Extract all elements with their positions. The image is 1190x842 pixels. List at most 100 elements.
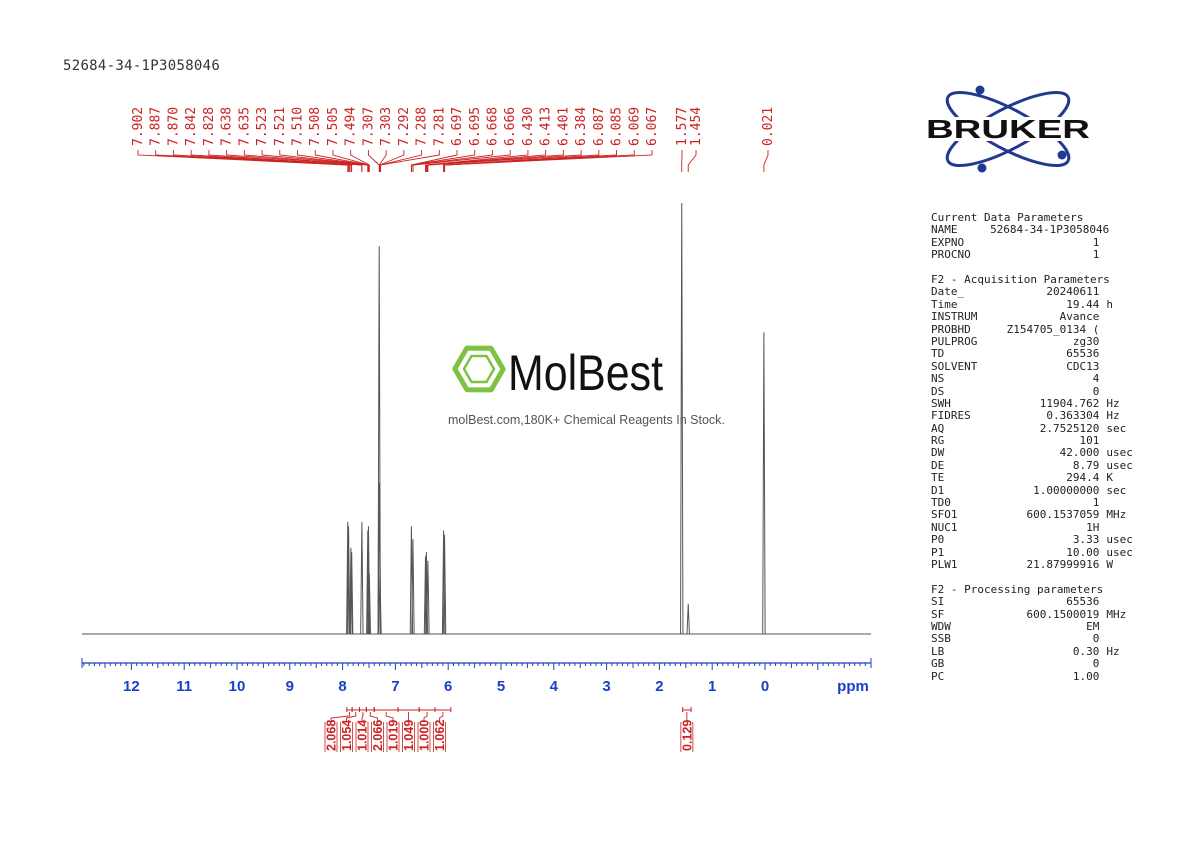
- parameter-value: 42.000: [1059, 446, 1100, 460]
- parameter-unit: [1099, 361, 1146, 373]
- parameter-value: 0: [1092, 657, 1100, 671]
- parameter-label: D1: [931, 483, 945, 497]
- integral-leader: [385, 712, 394, 722]
- watermark-tagline: molBest.com,180K+ Chemical Reagents In S…: [448, 413, 725, 427]
- peak-label: 7.521: [273, 107, 288, 146]
- parameter-label: P1: [931, 545, 945, 559]
- peak-label-leader: [243, 150, 363, 172]
- x-tick-label: 10: [229, 678, 246, 695]
- peak-label-leader: [190, 150, 352, 172]
- peak-label: 7.508: [308, 107, 323, 146]
- parameter-unit: [1099, 311, 1146, 323]
- parameter-label: SWH: [931, 396, 951, 410]
- integral-value: 1.000: [418, 720, 432, 751]
- integral-bracket: [397, 707, 420, 712]
- parameter-label: SI: [931, 595, 945, 609]
- integral-group: 2.068 1.054 1.014 2.066 1.019 1.049 1.000 1.062…: [325, 707, 694, 752]
- peak-label-leader: [425, 150, 547, 172]
- spectrum-peak: [349, 547, 353, 635]
- peak-label-leader: [367, 150, 380, 172]
- parameter-unit: usec: [1106, 533, 1133, 547]
- parameter-value: 4: [1092, 372, 1100, 386]
- parameter-section-title: Current Data Parameters: [931, 211, 1084, 224]
- x-tick-label: 9: [286, 678, 294, 695]
- parameter-row: INSTRUM Avance: [931, 310, 1146, 323]
- parameter-label: PC: [931, 669, 945, 683]
- acquisition-parameters-panel: Current Data Parameters NAME 52684-34-1P30…: [931, 211, 1146, 683]
- integral-value: 0.129: [680, 720, 694, 751]
- parameter-unit: MHz: [1106, 607, 1127, 621]
- peak-label: 7.902: [131, 107, 146, 146]
- parameter-value: 1.00: [1072, 669, 1100, 683]
- parameter-row: SF 600.1500019 MHz: [931, 607, 1146, 621]
- parameter-section-title: F2 - Processing parameters: [931, 582, 1104, 596]
- peak-label-leader: [763, 150, 769, 172]
- x-tick-label: 11: [176, 678, 192, 695]
- spectrum-peak: [360, 521, 364, 635]
- parameter-row: SOLVENT CDC13: [931, 360, 1146, 373]
- parameter-label: WDW: [931, 619, 951, 633]
- peak-label-leader: [427, 150, 582, 172]
- bruker-logo-text: BRUKER: [926, 114, 1090, 144]
- spectrum-peak: [423, 556, 428, 635]
- peak-label: 7.828: [202, 107, 217, 146]
- parameter-label: P0: [931, 533, 945, 547]
- parameter-row: LB 0.30 Hz: [931, 644, 1146, 658]
- parameter-unit: usec: [1106, 446, 1133, 460]
- parameter-unit: [1109, 224, 1146, 236]
- integral-value: 2.066: [371, 720, 385, 751]
- peak-label-leader: [155, 150, 350, 172]
- parameter-value: 1: [1092, 235, 1100, 249]
- parameter-label: PROCNO: [931, 248, 971, 262]
- peak-label: 6.413: [539, 107, 554, 146]
- peak-label: 6.067: [645, 107, 660, 146]
- peak-label-leader: [426, 150, 564, 172]
- parameter-label: NS: [931, 372, 945, 386]
- integral-value: 1.062: [433, 720, 447, 751]
- watermark: MolBest molBest.com,180K+ Chemical Reage…: [448, 340, 748, 427]
- peak-label-leader: [350, 150, 370, 172]
- parameter-unit: [1099, 658, 1146, 670]
- parameter-value: 1: [1092, 496, 1100, 510]
- parameter-unit: [1099, 249, 1146, 261]
- parameter-unit: [1099, 633, 1146, 645]
- spectrum-peak: [378, 573, 382, 635]
- peak-label-leader: [380, 150, 440, 172]
- parameter-value: 600.1500019: [1026, 607, 1100, 621]
- x-tick-label: 8: [338, 678, 346, 695]
- parameter-value: zg30: [1072, 334, 1100, 348]
- parameter-row: NAME 52684-34-1P3058046: [931, 224, 1146, 237]
- peak-label: 7.523: [255, 107, 270, 146]
- parameter-row: Date_ 20240611: [931, 285, 1146, 298]
- parameter-label: TD: [931, 347, 945, 361]
- parameter-label: DE: [931, 458, 945, 472]
- parameter-value: 19.44: [1066, 297, 1100, 311]
- parameter-unit: [1099, 671, 1146, 683]
- integral-bracket: [346, 707, 353, 712]
- parameter-label: SSB: [931, 632, 951, 646]
- peak-label: 7.281: [432, 107, 447, 146]
- integral-bracket: [373, 707, 399, 712]
- peak-label-leader: [687, 150, 697, 172]
- parameter-unit: usec: [1106, 545, 1133, 559]
- peak-label-leader: [172, 150, 350, 172]
- parameter-value: 3.33: [1072, 533, 1100, 547]
- parameter-value: 0.30: [1072, 644, 1100, 658]
- integral-leader: [346, 712, 357, 722]
- parameter-value: 1: [1092, 248, 1100, 262]
- parameter-unit: [1099, 621, 1146, 633]
- parameter-unit: MHz: [1106, 508, 1127, 522]
- parameter-label: EXPNO: [931, 235, 965, 249]
- parameter-label: SFO1: [931, 508, 958, 522]
- parameter-unit: [1099, 237, 1146, 249]
- parameter-row: D1 1.00000000 sec: [931, 483, 1146, 497]
- peak-label: 6.697: [450, 107, 465, 146]
- electron-dot: [975, 85, 985, 95]
- x-axis-label: ppm: [837, 678, 869, 695]
- integral-leader: [361, 712, 364, 722]
- spectrum-peak: [680, 202, 684, 635]
- x-tick-label: 1: [708, 678, 716, 695]
- parameter-row: RG 101: [931, 434, 1146, 447]
- parameter-value: 65536: [1066, 595, 1100, 609]
